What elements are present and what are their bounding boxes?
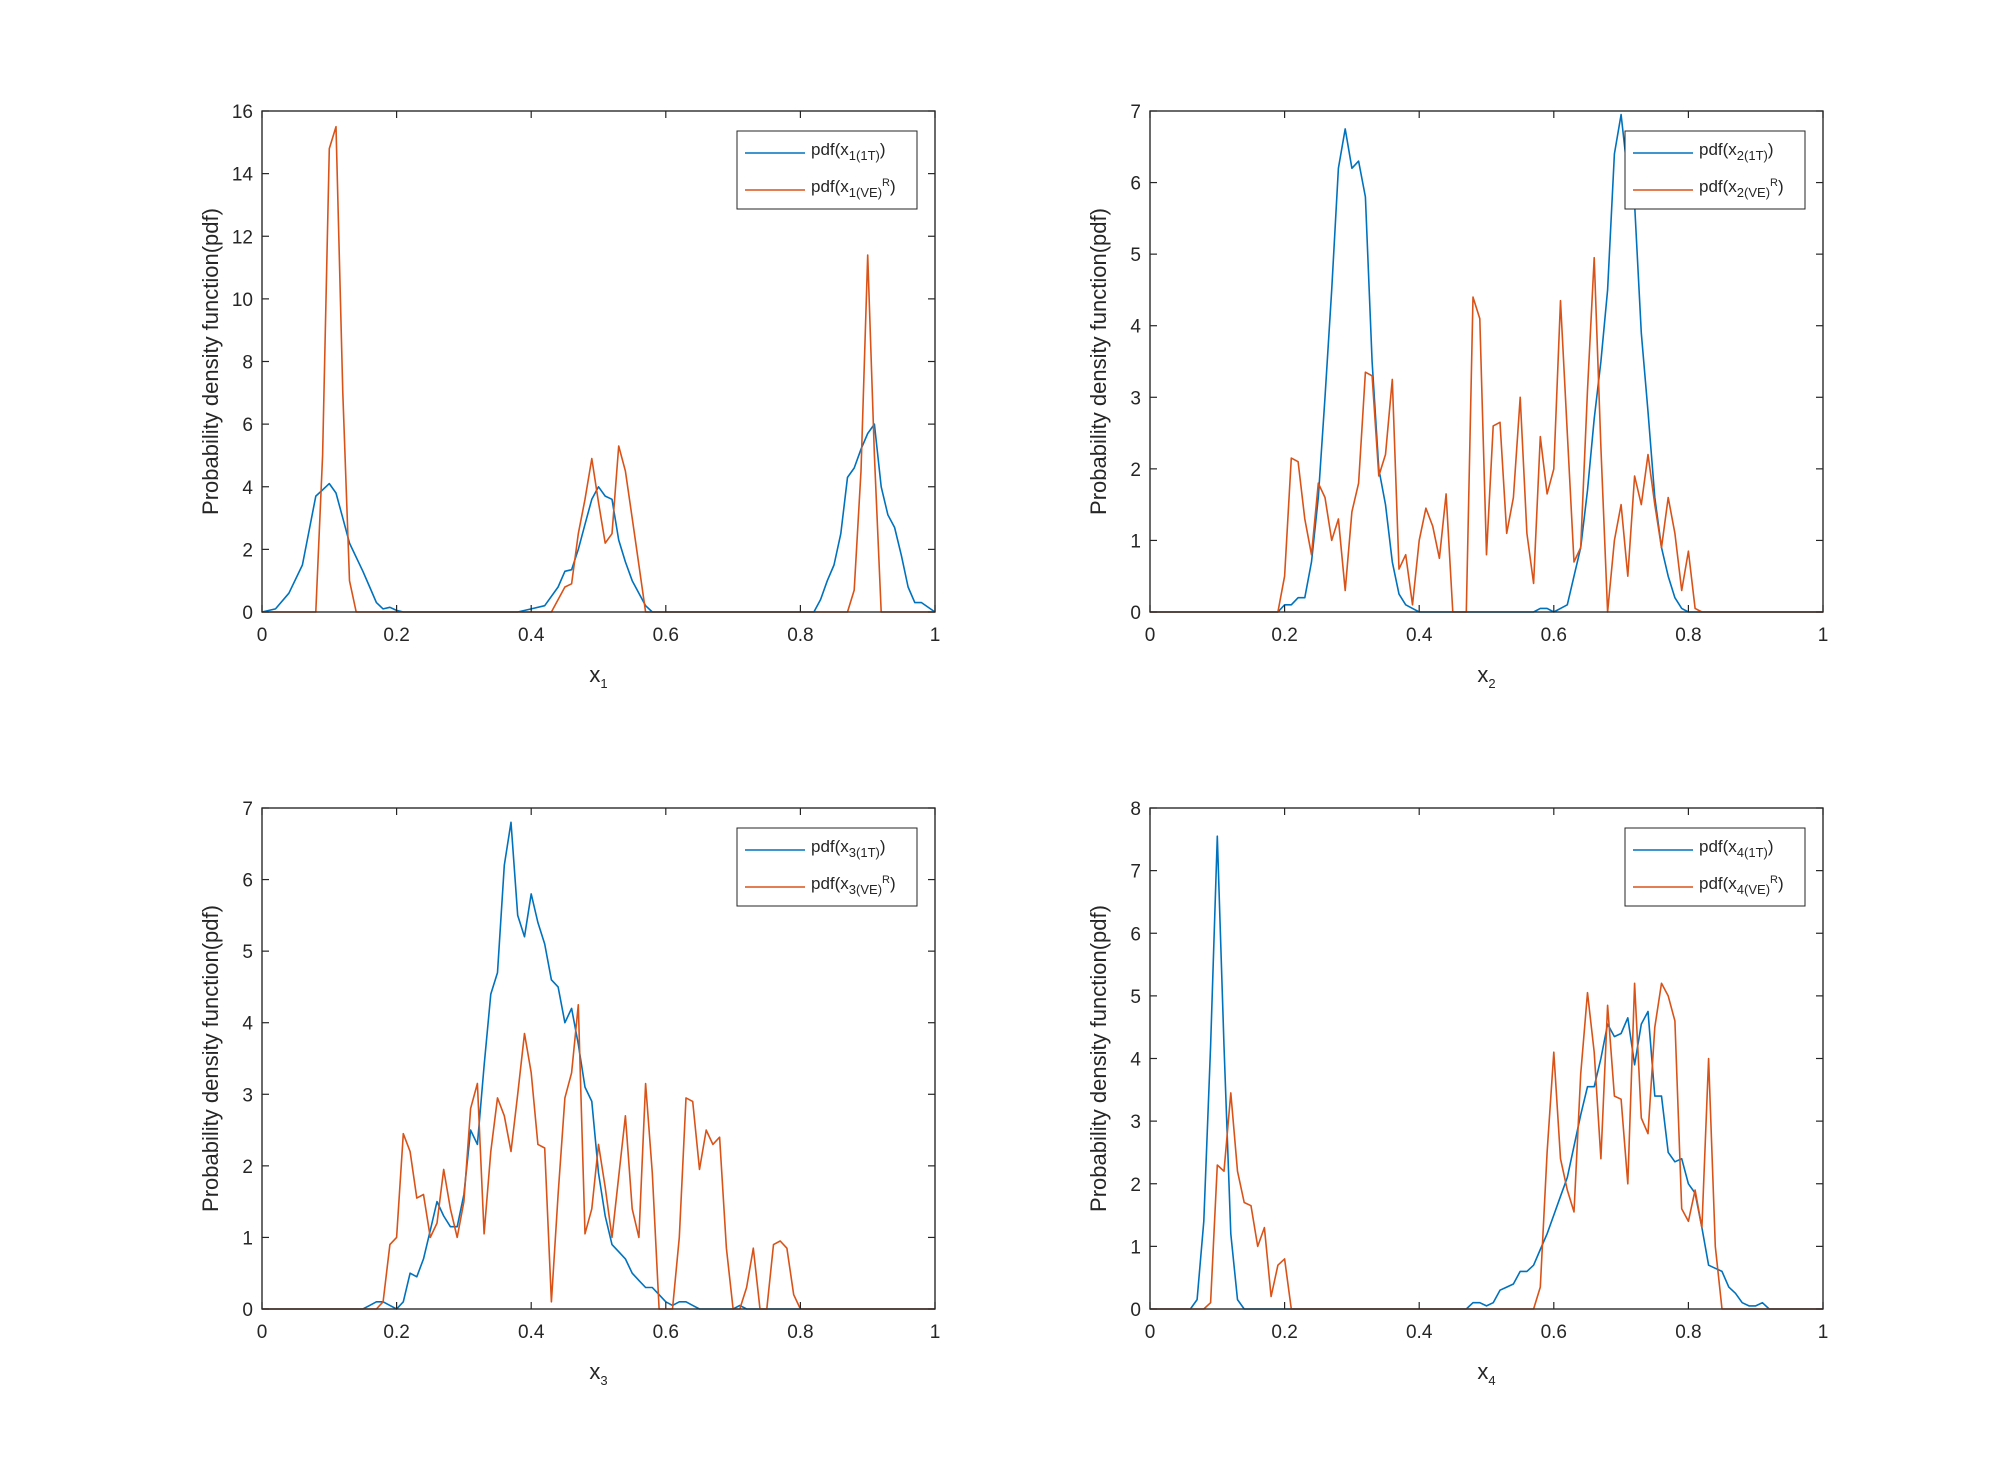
legend-box	[1624, 130, 1806, 210]
y-tick-label: 1	[1130, 531, 1141, 552]
y-tick-label: 5	[1130, 987, 1141, 1008]
x-tick-label: 0	[1145, 625, 1156, 646]
y-tick-label: 0	[242, 603, 253, 624]
y-tick-label: 1	[242, 1228, 253, 1249]
x-axis-label: x1	[589, 662, 607, 691]
legend-box	[736, 130, 918, 210]
x-tick-label: 1	[930, 1322, 941, 1343]
y-tick-label: 10	[232, 290, 253, 311]
chart-4: 0 0.2 0.4 0.6 0.8 1 0 1 2 3 4 5 6 7 8 x4 Probability den…	[1086, 799, 1828, 1388]
series-line-1t	[261, 423, 936, 613]
y-tick-label: 2	[1130, 1175, 1141, 1196]
series-line-ve	[1150, 256, 1823, 613]
x-tick-label: 0	[1145, 1322, 1156, 1343]
y-tick-label: 8	[242, 353, 253, 374]
series-line-1t	[1150, 113, 1823, 613]
x-tick-label: 0.2	[1271, 625, 1297, 646]
y-tick-label: 14	[232, 165, 254, 186]
legend-entry-ve: pdf(x2(VE)R)	[1699, 177, 1784, 200]
y-tick-label: 3	[242, 1085, 253, 1106]
y-tick-label: 2	[242, 540, 253, 561]
legend-box	[736, 827, 918, 907]
x-tick-label: 0.6	[653, 625, 679, 646]
y-tick-label: 3	[1130, 388, 1141, 409]
x-tick-label: 0	[257, 625, 268, 646]
y-tick-label: 7	[242, 799, 253, 820]
y-tick-label: 5	[1130, 245, 1141, 266]
x-tick-label: 0.8	[1675, 625, 1701, 646]
y-tick-label: 2	[242, 1157, 253, 1178]
legend-entry-ve: pdf(x4(VE)R)	[1699, 874, 1784, 897]
chart-1: 0 0.2 0.4 0.6 0.8 10246810121416x1Probability…	[198, 102, 940, 691]
y-axis-label: Probability density function(pdf)	[1086, 208, 1111, 515]
legend-entry-1t: pdf(x2(1T))	[1699, 140, 1774, 163]
chart-3: 0 0.2 0.4 0.6 0.8 1 0 1 2 3 4 5 6 7 x3 Probability dens…	[198, 799, 940, 1388]
x-tick-label: 0.2	[1271, 1322, 1297, 1343]
series-line-1t	[262, 821, 935, 1310]
x-tick-label: 0.8	[787, 1322, 813, 1343]
y-tick-label: 16	[232, 102, 253, 123]
y-axis-label: Probability density function(pdf)	[198, 208, 223, 515]
y-tick-label: 4	[1130, 317, 1141, 338]
y-tick-label: 0	[1130, 1300, 1141, 1321]
y-tick-label: 8	[1130, 799, 1141, 820]
x-tick-label: 0.2	[383, 625, 409, 646]
x-tick-label: 0.6	[653, 1322, 679, 1343]
y-tick-label: 6	[1130, 174, 1141, 195]
x-axis-label: x2	[1477, 662, 1495, 691]
x-tick-label: 0.4	[1406, 1322, 1433, 1343]
y-tick-label: 4	[1130, 1050, 1141, 1071]
y-tick-label: 0	[1130, 603, 1141, 624]
y-axis-label: Probability density function(pdf)	[198, 905, 223, 1212]
y-tick-label: 7	[1130, 862, 1141, 883]
series-line-ve	[1150, 982, 1823, 1310]
x-tick-label: 0.6	[1541, 625, 1567, 646]
axes-frame	[261, 807, 936, 1310]
legend-box	[1624, 827, 1806, 907]
x-tick-label: 1	[1818, 625, 1829, 646]
y-tick-label: 6	[1130, 924, 1141, 945]
axes-frame	[1149, 110, 1824, 613]
legend: pdf(x1(1T)) pdf(x1(VE)R)	[736, 130, 918, 210]
y-tick-label: 2	[1130, 460, 1141, 481]
legend-entry-1t: pdf(x3(1T))	[811, 837, 886, 860]
legend-entry-1t: pdf(x4(1T))	[1699, 837, 1774, 860]
y-tick-label: 5	[242, 942, 253, 963]
y-tick-label: 3	[1130, 1112, 1141, 1133]
legend: pdf(x2(1T)) pdf(x2(VE)R)	[1624, 130, 1806, 210]
x-tick-label: 0.4	[518, 625, 545, 646]
y-axis-label: Probability density function(pdf)	[1086, 905, 1111, 1212]
y-tick-label: 6	[242, 415, 253, 436]
y-tick-label: 4	[242, 1014, 253, 1035]
y-tick-label: 0	[242, 1300, 253, 1321]
x-tick-label: 0.8	[787, 625, 813, 646]
x-axis-label: x4	[1477, 1359, 1495, 1388]
x-tick-label: 0	[257, 1322, 268, 1343]
legend: pdf(x3(1T)) pdf(x3(VE)R)	[736, 827, 918, 907]
x-tick-label: 0.4	[518, 1322, 545, 1343]
y-tick-label: 4	[242, 478, 253, 499]
legend-entry-ve: pdf(x3(VE)R)	[811, 874, 896, 897]
x-tick-label: 0.2	[383, 1322, 409, 1343]
y-tick-label: 6	[242, 871, 253, 892]
legend-entry-ve: pdf(x1(VE)R)	[811, 177, 896, 200]
x-tick-label: 1	[1818, 1322, 1829, 1343]
x-tick-label: 1	[930, 625, 941, 646]
series-line-ve	[262, 125, 935, 613]
y-tick-label: 1	[1130, 1237, 1141, 1258]
x-tick-label: 0.4	[1406, 625, 1433, 646]
x-axis-label: x3	[589, 1359, 607, 1388]
y-tick-label: 12	[232, 227, 253, 248]
chart-2: 0 0.2 0.4 0.6 0.8 1 0 1 2 3 4 5 6 7 x2 Probability dens…	[1086, 102, 1828, 691]
legend: pdf(x4(1T)) pdf(x4(VE)R)	[1624, 827, 1806, 907]
x-tick-label: 0.8	[1675, 1322, 1701, 1343]
x-tick-label: 0.6	[1541, 1322, 1567, 1343]
y-tick-label: 7	[1130, 102, 1141, 123]
legend-entry-1t: pdf(x1(1T))	[811, 140, 886, 163]
